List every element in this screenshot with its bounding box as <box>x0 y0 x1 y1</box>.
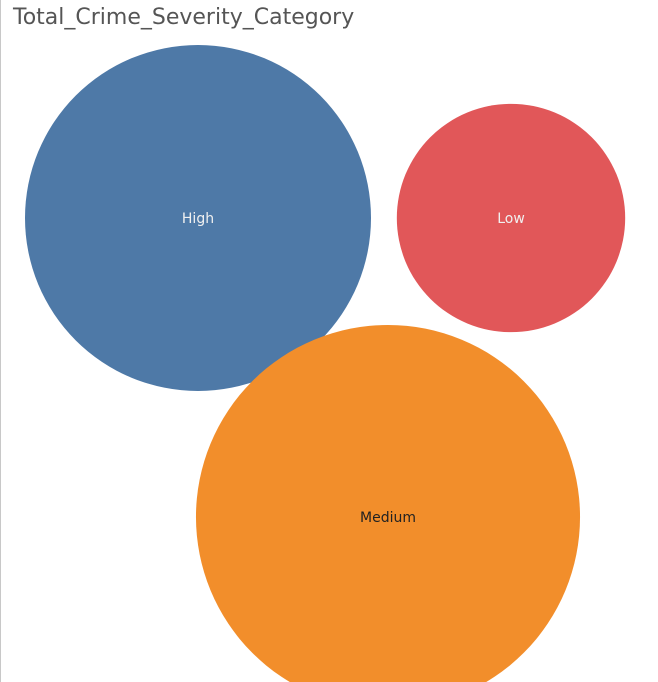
bubble-label-medium: Medium <box>360 510 416 526</box>
bubble-label-high: High <box>182 211 214 227</box>
bubble-label-group: High Low Medium <box>182 211 525 526</box>
sheet-title: Total_Crime_Severity_Category <box>13 5 355 30</box>
bubble-label-low: Low <box>497 211 525 227</box>
bubble-medium[interactable] <box>196 325 580 682</box>
bubble-high[interactable] <box>25 45 371 391</box>
left-divider <box>0 0 1 682</box>
bubble-group <box>25 45 626 682</box>
bubble-low[interactable] <box>396 103 626 333</box>
